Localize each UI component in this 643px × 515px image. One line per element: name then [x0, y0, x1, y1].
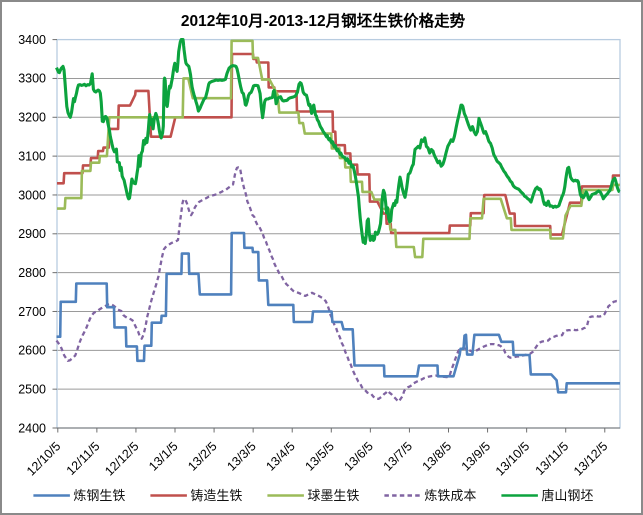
svg-text:13/8/5: 13/8/5 [420, 439, 455, 474]
svg-text:2400: 2400 [18, 421, 46, 435]
svg-text:13/2/5: 13/2/5 [185, 439, 220, 474]
svg-text:铸造生铁: 铸造生铁 [190, 488, 242, 503]
svg-text:3400: 3400 [18, 33, 46, 47]
svg-text:2500: 2500 [18, 382, 46, 396]
svg-text:13/10/5: 13/10/5 [493, 439, 532, 478]
svg-text:13/12/5: 13/12/5 [571, 439, 610, 478]
svg-text:3000: 3000 [18, 188, 46, 202]
svg-text:3200: 3200 [18, 111, 46, 125]
svg-text:12/11/5: 12/11/5 [64, 439, 103, 478]
svg-text:2700: 2700 [18, 305, 46, 319]
svg-text:2800: 2800 [18, 266, 46, 280]
svg-text:12/12/5: 12/12/5 [102, 439, 141, 478]
svg-text:3300: 3300 [18, 72, 46, 86]
svg-text:炼钢生铁: 炼钢生铁 [73, 488, 125, 503]
svg-text:3100: 3100 [18, 149, 46, 163]
svg-text:13/9/5: 13/9/5 [459, 439, 494, 474]
svg-text:13/11/5: 13/11/5 [533, 439, 572, 478]
svg-text:12/10/5: 12/10/5 [24, 439, 63, 478]
svg-text:唐山钢坯: 唐山钢坯 [541, 488, 593, 503]
svg-text:13/7/5: 13/7/5 [381, 439, 416, 474]
svg-text:2600: 2600 [18, 344, 46, 358]
svg-text:球墨生铁: 球墨生铁 [307, 488, 359, 503]
svg-text:2012年10月-2013-12月钢坯生铁价格走势: 2012年10月-2013-12月钢坯生铁价格走势 [181, 11, 466, 30]
svg-text:13/1/5: 13/1/5 [146, 439, 181, 474]
svg-text:炼铁成本: 炼铁成本 [424, 488, 476, 503]
svg-text:13/3/5: 13/3/5 [224, 439, 259, 474]
svg-text:2900: 2900 [18, 227, 46, 241]
svg-text:13/4/5: 13/4/5 [263, 439, 298, 474]
svg-text:13/5/5: 13/5/5 [302, 439, 337, 474]
svg-text:13/6/5: 13/6/5 [341, 439, 376, 474]
